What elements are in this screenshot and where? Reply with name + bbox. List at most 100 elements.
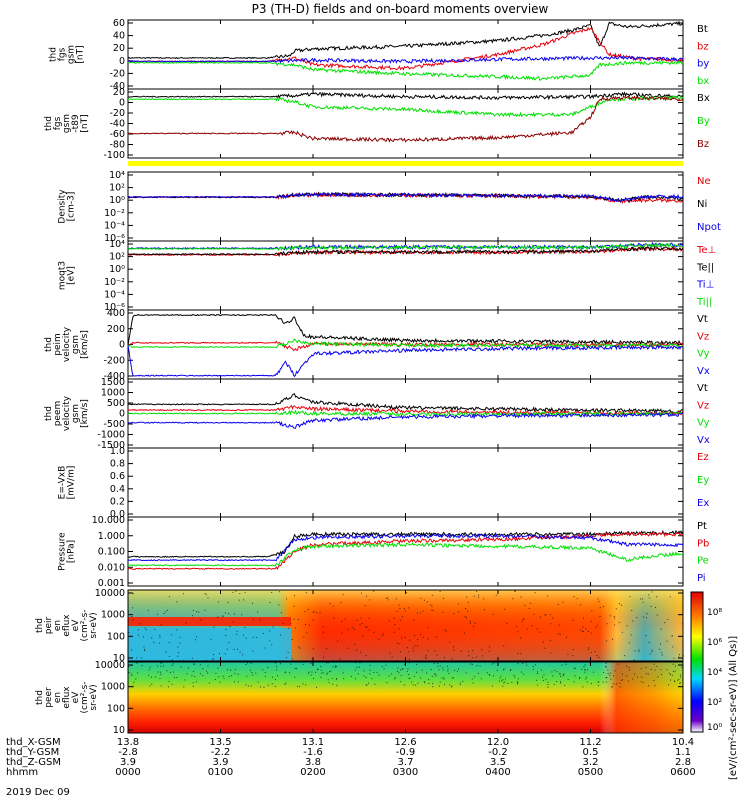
spectrogram-speck xyxy=(493,662,495,664)
spectrogram-speck xyxy=(236,633,238,635)
spectrogram-speck xyxy=(449,641,451,643)
panel-ion-velocity-ylabel-line: gsm xyxy=(71,335,81,354)
panel-pressure-ylabel: Pressure[nPa] xyxy=(58,532,77,571)
spectrogram-speck xyxy=(230,669,232,671)
ytick-label: 10⁻⁶ xyxy=(104,233,125,244)
legend-electron-velocity: Vt xyxy=(697,383,708,394)
spectrogram-speck xyxy=(363,675,365,677)
spectrogram-speck xyxy=(423,681,425,683)
xaxis-row-value: 13.5 xyxy=(209,737,231,748)
spectrogram-speck xyxy=(617,663,619,665)
spectrogram-speck xyxy=(404,610,406,612)
spectrogram-speck xyxy=(245,663,247,665)
spectrogram-speck xyxy=(448,672,450,674)
spectrogram-speck xyxy=(633,659,635,661)
spectrogram-speck xyxy=(314,671,316,673)
spectrogram-speck xyxy=(444,629,446,631)
spectrogram-speck xyxy=(271,644,273,646)
ytick-label: 0.8 xyxy=(110,459,125,470)
spectrogram-speck xyxy=(274,678,276,680)
spectrogram-speck xyxy=(648,597,650,599)
spectrogram-speck xyxy=(214,678,216,680)
ion-spectrogram-quiet xyxy=(128,628,291,661)
spectrogram-speck xyxy=(130,673,132,675)
ytick-label: 0.0 xyxy=(110,509,125,520)
legend-efield: Ey xyxy=(697,475,709,486)
spectrogram-speck xyxy=(583,666,585,668)
spectrogram-speck xyxy=(536,679,538,681)
panel-electron-spectrogram-ylabel-line: peer xyxy=(44,687,54,708)
spectrogram-speck xyxy=(154,628,156,630)
panel-ion-spectrogram-ylabel-line: sr-eV) xyxy=(89,612,99,638)
spectrogram-speck xyxy=(445,630,447,632)
colorbar-tick: 10⁶ xyxy=(707,638,722,648)
spectrogram-speck xyxy=(331,677,333,679)
spectrogram-speck xyxy=(620,679,622,681)
electron-spectrogram-specks xyxy=(128,662,684,688)
spectrogram-speck xyxy=(585,628,587,630)
spectrogram-speck xyxy=(661,652,663,654)
spectrogram-speck xyxy=(434,674,436,676)
panel-density-frame xyxy=(127,171,684,242)
spectrogram-speck xyxy=(310,663,312,665)
spectrogram-speck xyxy=(610,678,612,680)
spectrogram-speck xyxy=(223,677,225,679)
spectrogram-speck xyxy=(252,674,254,676)
spectrogram-speck xyxy=(636,676,638,678)
spectrogram-speck xyxy=(559,672,561,674)
spectrogram-speck xyxy=(642,598,644,600)
spectrogram-speck xyxy=(332,666,334,668)
spectrogram-speck xyxy=(144,627,146,629)
spectrogram-speck xyxy=(574,675,576,677)
spectrogram-speck xyxy=(299,647,301,649)
spectrogram-speck xyxy=(435,675,437,677)
spectrogram-speck xyxy=(634,673,636,675)
spectrogram-speck xyxy=(326,648,328,650)
spectrogram-speck xyxy=(477,596,479,598)
spectrogram-speck xyxy=(373,671,375,673)
spectrogram-speck xyxy=(565,664,567,666)
spectrogram-speck xyxy=(294,668,296,670)
spectrogram-speck xyxy=(294,676,296,678)
ytick-label: -500 xyxy=(103,419,125,430)
spectrogram-speck xyxy=(472,657,474,659)
spectrogram-speck xyxy=(148,669,150,671)
spectrogram-speck xyxy=(436,654,438,656)
ytick-label: 20 xyxy=(113,43,125,54)
spectrogram-speck xyxy=(626,675,628,677)
spectrogram-speck xyxy=(166,609,168,611)
panel-ion-spectrogram-ylabel-line: en xyxy=(53,620,63,631)
spectrogram-speck xyxy=(609,672,611,674)
spectrogram-speck xyxy=(562,675,564,677)
xaxis-row-label: thd_Y-GSM xyxy=(6,747,59,758)
spectrogram-speck xyxy=(143,648,145,650)
spectrogram-speck xyxy=(613,615,615,617)
spectrogram-speck xyxy=(194,675,196,677)
spectrogram-speck xyxy=(284,672,286,674)
spectrogram-speck xyxy=(656,665,658,667)
panel-ion-spectrogram-ylabel: thdpeirenefluxeV(cm²-s-sr-eV) xyxy=(35,609,99,641)
spectrogram-speck xyxy=(239,592,241,594)
ion-spectrogram-specks xyxy=(128,590,684,662)
spectrogram-speck xyxy=(642,682,644,684)
spectrogram-speck xyxy=(467,601,469,603)
spectrogram-speck xyxy=(234,672,236,674)
spectrogram-speck xyxy=(329,603,331,605)
spectrogram-speck xyxy=(365,655,367,657)
spectrogram-speck xyxy=(501,680,503,682)
series-pressure xyxy=(127,532,684,562)
spectrogram-speck xyxy=(557,633,559,635)
colorbar-ramp xyxy=(690,591,704,733)
spectrogram-speck xyxy=(218,676,220,678)
spectrogram-speck xyxy=(251,602,253,604)
spectrogram-speck xyxy=(510,669,512,671)
legend-temperature: Te|| xyxy=(696,262,714,273)
date-label: 2019 Dec 09 xyxy=(6,787,70,798)
spectrogram-speck xyxy=(327,672,329,674)
spectrogram-speck xyxy=(293,618,295,620)
spectrogram-speck xyxy=(545,614,547,616)
spectrogram-speck xyxy=(316,668,318,670)
spectrogram-speck xyxy=(408,662,410,664)
spectrogram-speck xyxy=(393,631,395,633)
spectrogram-speck xyxy=(431,675,433,677)
